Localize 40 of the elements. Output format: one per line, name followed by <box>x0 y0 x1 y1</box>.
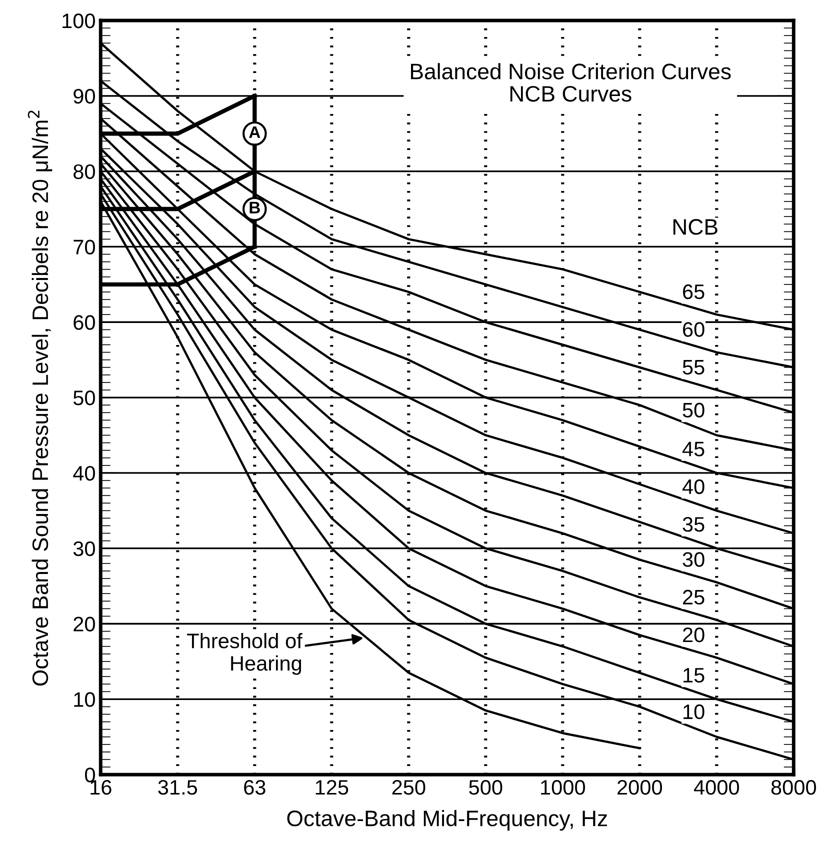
x-tick-label: 2000 <box>618 780 662 795</box>
series-label: 60 <box>683 322 704 337</box>
x-tick-label: 250 <box>392 780 426 795</box>
y-tick-label: 10 <box>74 692 95 707</box>
x-tick-label: 16 <box>90 780 112 795</box>
x-tick-label: 1000 <box>541 780 586 795</box>
x-tick-label: 31.5 <box>158 780 198 795</box>
x-tick-label: 8000 <box>771 780 816 795</box>
y-tick-label: 70 <box>74 240 95 254</box>
series-label: 10 <box>684 704 704 720</box>
annotation: A <box>249 126 260 138</box>
text: Balanced Noise Criterion Curves NCB Curves <box>411 63 731 102</box>
series-label: 40 <box>682 479 704 494</box>
y-tick-label: 50 <box>73 390 95 406</box>
x-axis-title: Octave-Band Mid-Frequency, Hz <box>287 810 608 831</box>
y-tick-label: 90 <box>74 88 95 104</box>
y-tick-label: 40 <box>73 466 95 481</box>
x-tick-label: 125 <box>316 780 348 795</box>
series-label: 50 <box>682 402 704 418</box>
y-axis-title: Octave Band Sound Pressure Level, Decibels re 20 μN/m$^{2}$ <box>28 110 52 686</box>
x-tick-label: 4000 <box>694 780 740 795</box>
y-tick-label: 100 <box>62 13 95 28</box>
series-label: 15 <box>684 668 704 683</box>
series-label: 55 <box>682 360 704 375</box>
x-tick-label: 500 <box>469 780 502 795</box>
y-tick-label: 0 <box>85 768 95 782</box>
y-tick-label: 30 <box>73 541 95 556</box>
series-label: 45 <box>682 442 704 456</box>
series-label: 25 <box>683 590 704 605</box>
annotation: B <box>250 202 260 214</box>
series-label: Threshold of Hearing <box>187 632 302 675</box>
series-label: 30 <box>682 552 704 567</box>
legend-title: NCB <box>673 219 718 235</box>
series-label: 65 <box>683 284 704 300</box>
y-tick-label: 80 <box>74 164 95 180</box>
y-tick-label: 60 <box>74 315 95 330</box>
y-tick-label: 20 <box>74 616 95 632</box>
series-label: 35 <box>682 517 704 532</box>
x-tick-label: 63 <box>244 780 266 795</box>
series-label: 20 <box>683 628 704 642</box>
